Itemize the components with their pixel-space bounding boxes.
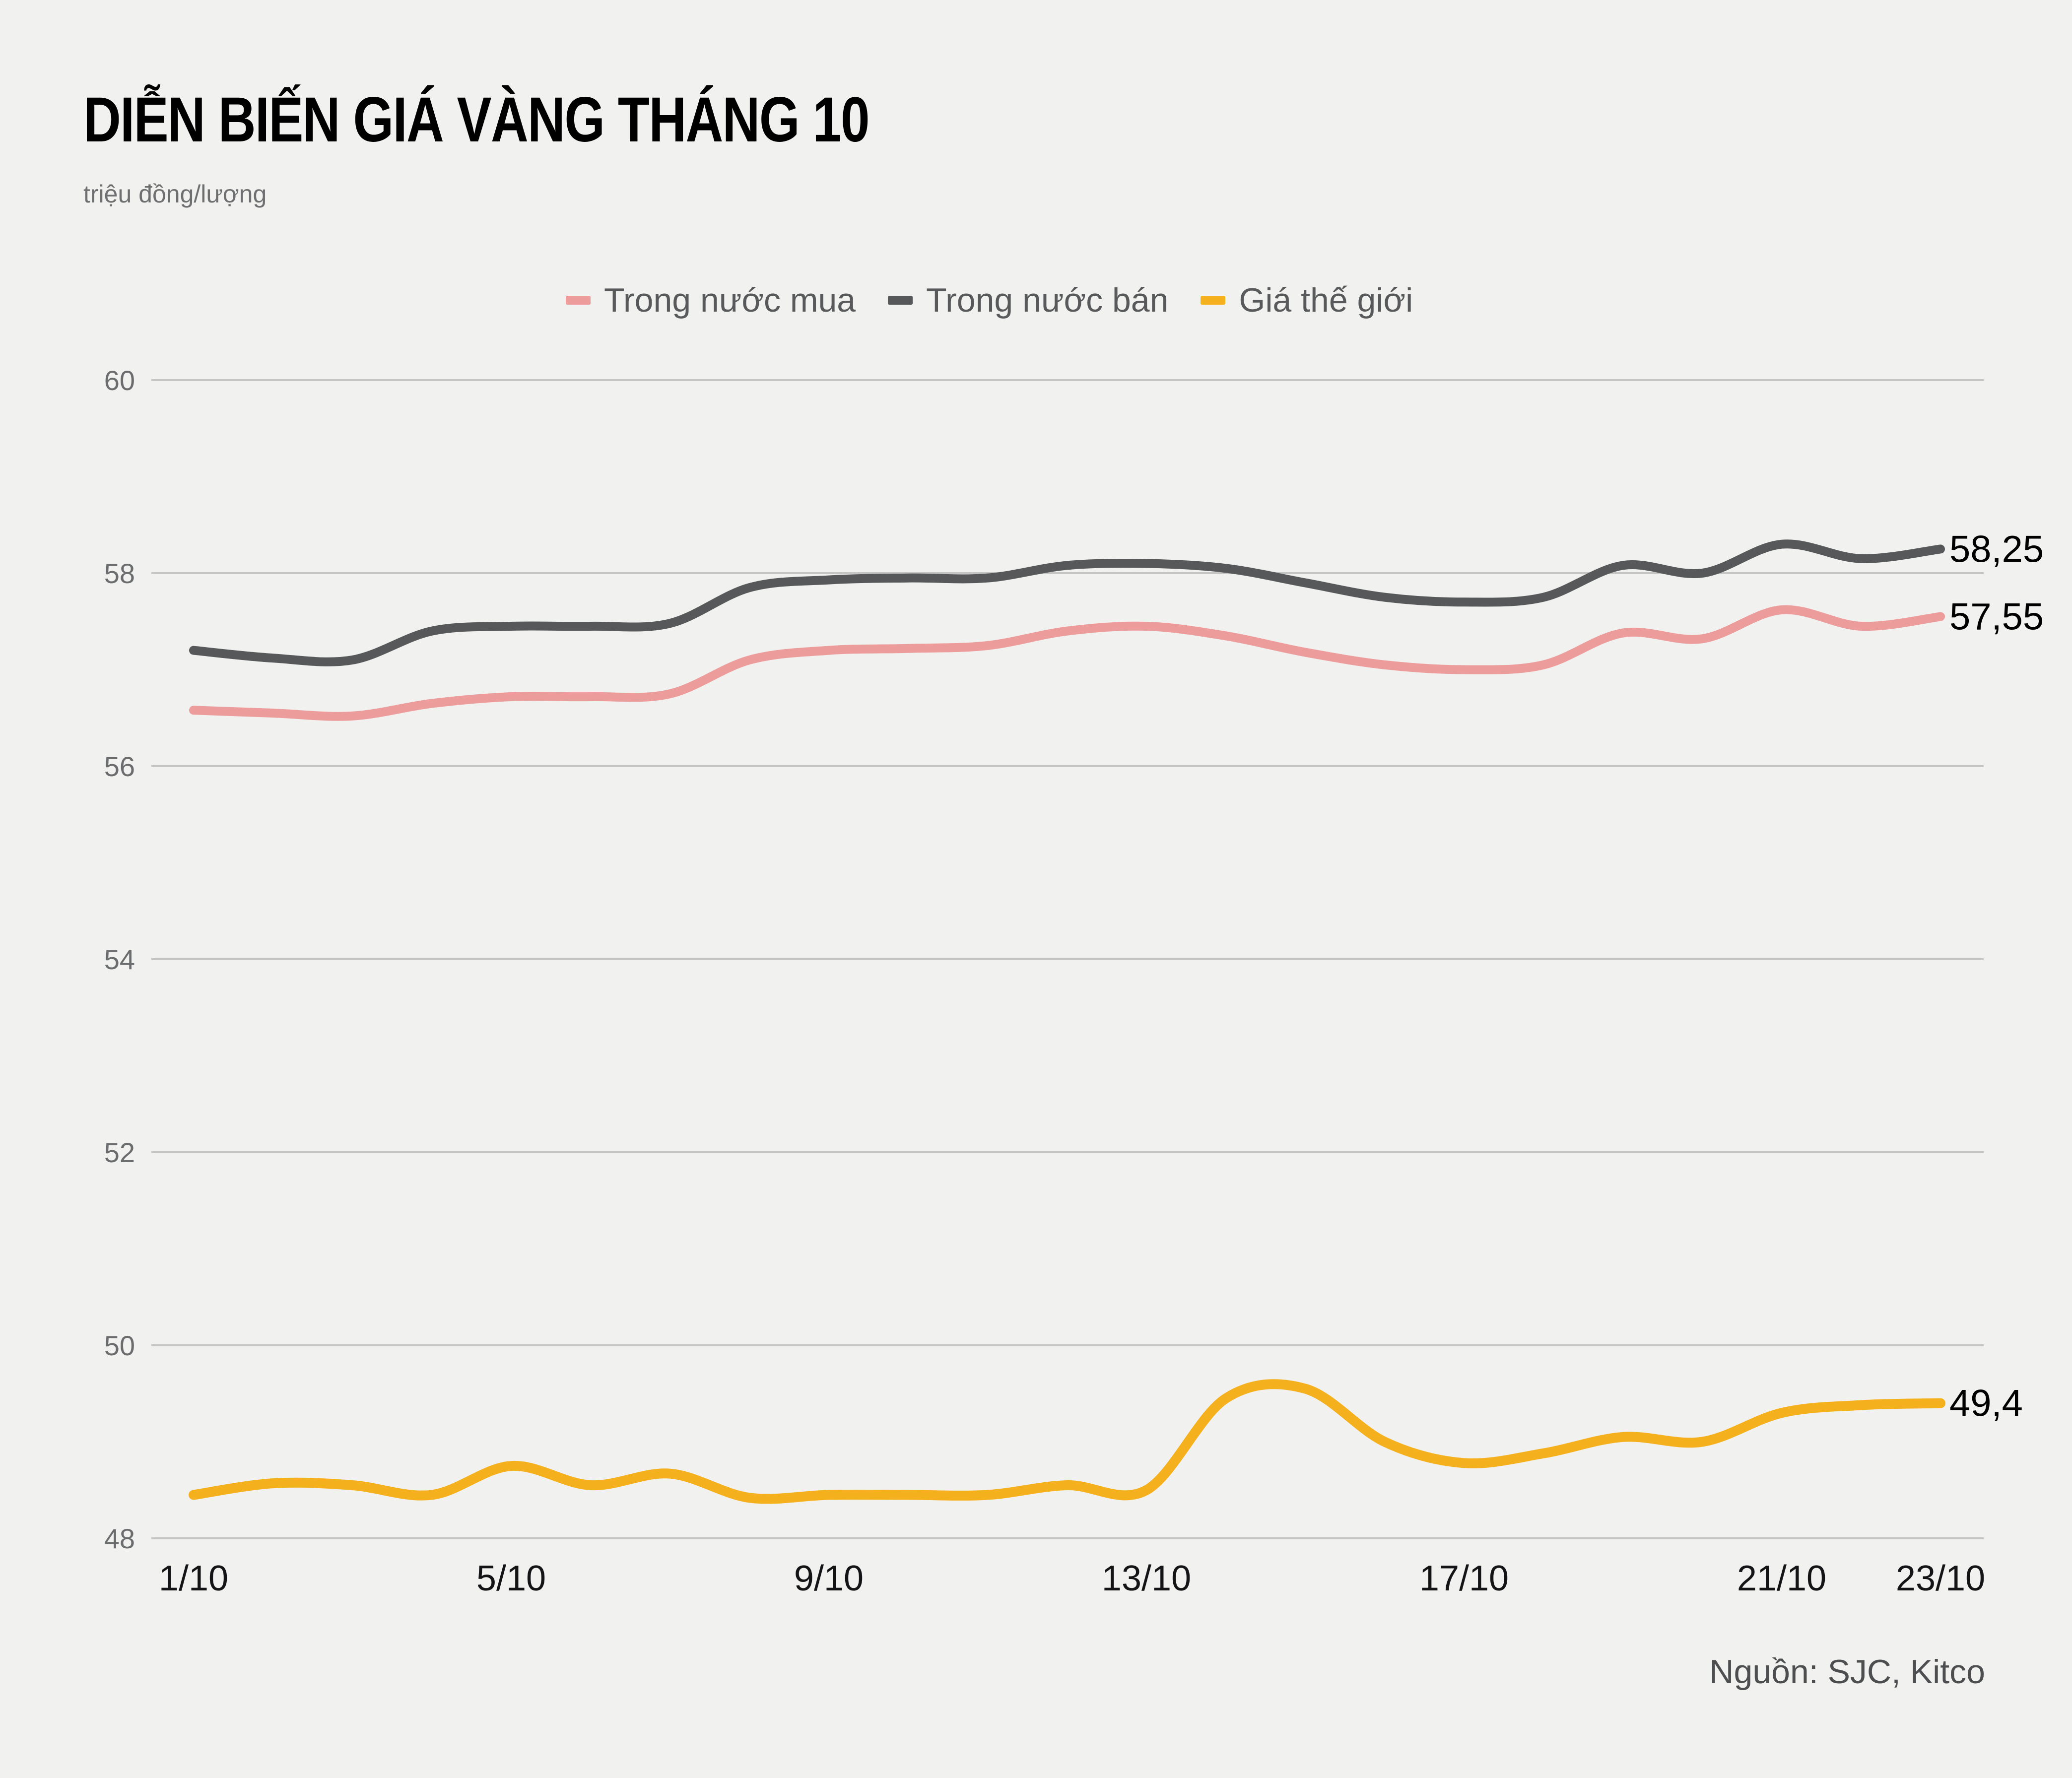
y-tick-label-54: 54 [104, 944, 135, 975]
end-value-label-1: 58,25 [1949, 528, 2044, 570]
series-line-1 [189, 539, 1945, 666]
legend-label-world: Giá thế giới [1239, 281, 1413, 319]
series-line-0 [189, 605, 1945, 721]
legend: Trong nước mua Trong nước bán Giá thế gi… [566, 281, 1413, 320]
buy-series-marker-icon [566, 296, 591, 305]
x-tick-label-17-10: 17/10 [1419, 1559, 1509, 1598]
y-tick-label-48: 48 [104, 1523, 135, 1554]
x-tick-label-9-10: 9/10 [794, 1559, 864, 1598]
legend-label-buy: Trong nước mua [604, 281, 856, 319]
x-tick-label-13-10: 13/10 [1102, 1559, 1191, 1598]
y-tick-label-50: 50 [104, 1330, 135, 1361]
y-axis-unit-label: triệu đồng/lượng [83, 180, 267, 208]
y-tick-label-58: 58 [104, 558, 135, 589]
legend-label-sell: Trong nước bán [926, 281, 1169, 319]
legend-item-world: Giá thế giới [1201, 281, 1413, 320]
legend-item-sell: Trong nước bán [888, 281, 1168, 320]
series-line-2 [189, 1379, 1945, 1504]
x-tick-label-21-10: 21/10 [1737, 1559, 1826, 1598]
end-value-label-2: 49,4 [1949, 1383, 2023, 1425]
y-tick-label-56: 56 [104, 751, 135, 782]
sell-series-marker-icon [888, 296, 913, 305]
x-tick-label-5-10: 5/10 [476, 1559, 546, 1598]
x-tick-label-1-10: 1/10 [159, 1559, 228, 1598]
y-tick-label-60: 60 [104, 365, 135, 396]
source-note: Nguồn: SJC, Kitco [1709, 1653, 1985, 1691]
world-series-marker-icon [1201, 296, 1226, 305]
x-tick-label-23-10: 23/10 [1896, 1559, 1985, 1598]
page-title: DIỄN BIẾN GIÁ VÀNG THÁNG 10 [83, 84, 869, 155]
legend-item-buy: Trong nước mua [566, 281, 856, 320]
y-tick-label-52: 52 [104, 1137, 135, 1168]
end-value-label-0: 57,55 [1949, 596, 2044, 638]
